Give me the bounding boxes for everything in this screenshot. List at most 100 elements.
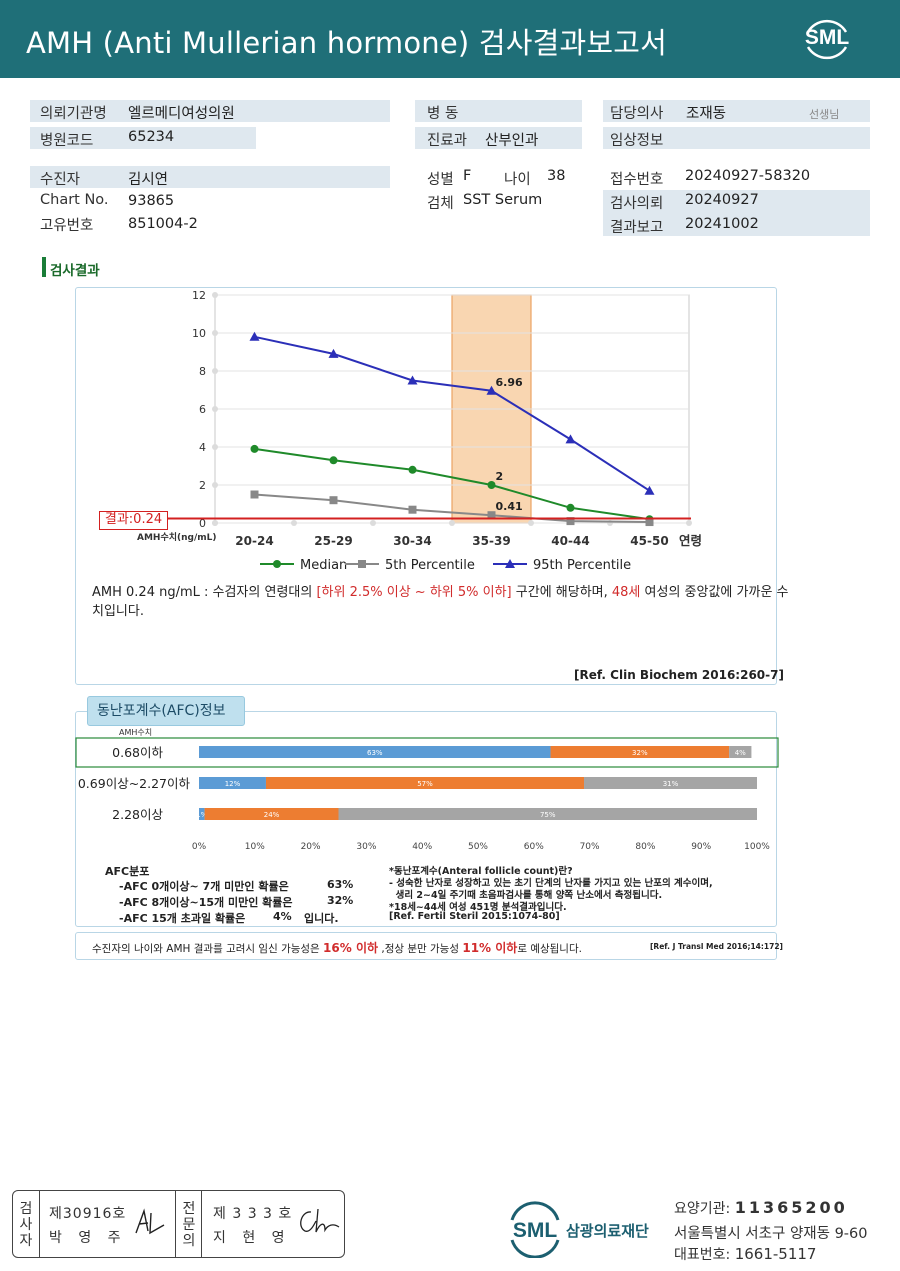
afc-dist-pct: 4% [273, 910, 292, 923]
sex-value: F [463, 168, 472, 184]
signer1-license: 제30916호 [49, 1206, 127, 1222]
x-tick-label: 40-44 [551, 534, 589, 548]
hospcode-value: 65234 [128, 129, 175, 145]
afc-segment [199, 808, 205, 820]
specimen-label: 검체 [427, 196, 454, 212]
sml-logo-text: SML [804, 26, 850, 49]
uid-label: 고유번호 [40, 218, 94, 234]
pregnancy-note: 수진자의 나이와 AMH 결과를 고려시 임신 가능성은 16% 이하 ,정상 … [75, 932, 783, 960]
signer2-license: 제 3 3 3 호 [213, 1206, 293, 1222]
data-point [566, 503, 575, 512]
legend-marker [505, 559, 515, 568]
data-point [644, 485, 655, 495]
phone-value: 1661-5117 [734, 1245, 817, 1263]
data-label: 0.41 [496, 500, 523, 513]
chart-label: Chart No. [40, 192, 109, 208]
afc-axis-label: 40% [412, 842, 432, 852]
legend-label: 5th Percentile [385, 558, 475, 573]
institution-label: 의뢰기관명 [40, 106, 107, 122]
x-tick-label: 20-24 [235, 534, 273, 548]
y-tick-dot [212, 444, 218, 450]
amh-line-chart: 0 2 4 6 8 10 12 20-24 25-29 30-34 35-39 40-44 45-50 연… [137, 289, 702, 573]
series-line [254, 447, 650, 521]
y-tick-label: 6 [199, 403, 206, 416]
x-tick-label: 35-39 [472, 534, 510, 548]
data-point [250, 490, 259, 499]
age-value: 38 [547, 168, 566, 184]
afc-axis-label: 10% [245, 842, 265, 852]
legend-marker [358, 560, 366, 568]
data-point [249, 331, 260, 341]
y-axis-label: AMH수치(ng/mL) [137, 531, 217, 543]
data-point [250, 444, 259, 453]
afc-segment [729, 746, 752, 758]
signature1-icon [135, 1208, 165, 1235]
chart-panel [75, 287, 777, 685]
phone-label: 대표번호: [674, 1247, 731, 1263]
afc-segment [204, 808, 339, 820]
info-bar [30, 100, 390, 122]
code-label: 요양기관: [674, 1201, 731, 1217]
dept-label: 진료과 [427, 133, 468, 149]
x-tick-label: 25-29 [314, 534, 352, 548]
afc-dist-tail: 입니다. [304, 912, 339, 925]
data-point [329, 456, 338, 465]
delivery-pct: 11% 이하 [462, 941, 518, 955]
afc-axis-label: 100% [744, 842, 770, 852]
specimen-value: SST Serum [463, 192, 543, 208]
doctor-value: 조재동 [686, 106, 727, 122]
data-point [565, 434, 576, 444]
doctor-label: 담당의사 [610, 106, 664, 122]
afc-segment-label: 31% [663, 780, 679, 788]
y-tick-label: 12 [192, 289, 206, 302]
sml-foundation-logo-icon: SML [510, 1201, 560, 1258]
patient-label: 수진자 [40, 172, 81, 188]
institution-value: 엘르메디여성의원 [128, 106, 235, 122]
divider [201, 1191, 202, 1257]
section-marker [42, 257, 46, 277]
x-tick-dot [528, 520, 534, 526]
afc-segment [199, 777, 266, 789]
uid-value: 851004-2 [128, 216, 198, 232]
y-tick-label: 2 [199, 479, 206, 492]
x-tick-dot [686, 520, 692, 526]
info-bar [415, 100, 582, 122]
info-bar [415, 127, 582, 149]
note-text: ,정상 분만 가능성 [378, 943, 463, 955]
foundation-name: 삼광의료재단 [566, 1222, 649, 1240]
institution-phone: 대표번호: 1661-5117 [674, 1244, 816, 1264]
signature2-icon [300, 1208, 340, 1233]
institution-address: 서울특별시 서초구 양재동 9-60 [674, 1226, 868, 1242]
afc-dist-title: AFC분포 [105, 865, 150, 878]
data-point [408, 505, 417, 514]
amh-note-range: [하위 2.5% 이상 ~ 하위 5% 이하] [316, 585, 512, 600]
dept-value: 산부인과 [485, 133, 539, 149]
y-tick-dot [212, 482, 218, 488]
afc-segment-label: 4% [735, 749, 746, 757]
afc-row-label: 0.69이상~2.27이하 [78, 776, 191, 791]
data-point [645, 518, 654, 527]
x-tick-dot [449, 520, 455, 526]
info-bar [603, 127, 870, 149]
selected-row-frame [75, 737, 779, 768]
y-tick-label: 8 [199, 365, 206, 378]
afc-segment-label: 63% [367, 749, 383, 757]
signer2-name: 지 현 영 [213, 1230, 291, 1246]
age-label: 나이 [504, 172, 531, 188]
y-tick-dot [212, 330, 218, 336]
afc-note: [Ref. Fertil Steril 2015:1074-80] [389, 911, 560, 922]
hospcode-label: 병원코드 [40, 133, 94, 149]
ward-label: 병 동 [427, 106, 459, 122]
requested-value: 20240927 [685, 192, 759, 208]
amh-note-age: 48세 [611, 585, 641, 600]
y-tick-label: 10 [192, 327, 206, 340]
reported-value: 20241002 [685, 216, 759, 232]
divider [175, 1191, 176, 1257]
x-tick-label: 45-50 [630, 534, 668, 548]
x-tick-dot [212, 520, 218, 526]
afc-note: *18세~44세 여성 451명 분석결과입니다. [389, 902, 567, 913]
afc-dist-pct: 63% [327, 878, 354, 891]
data-point [486, 385, 497, 395]
